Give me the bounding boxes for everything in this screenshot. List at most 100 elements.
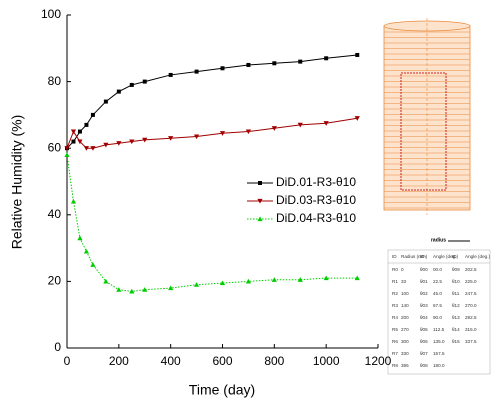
marker: [245, 129, 252, 135]
table-cell: θ14: [452, 327, 460, 332]
y-tick-label: 80: [48, 74, 62, 88]
table-cell: R3: [392, 303, 398, 308]
marker: [84, 122, 89, 127]
table-cell: R7: [392, 351, 398, 356]
x-tick-label: 400: [161, 354, 181, 368]
marker: [323, 121, 329, 126]
table-header: Radius (mm): [401, 254, 428, 259]
table-cell: θ11: [452, 291, 460, 296]
table-cell: θ12: [452, 303, 460, 308]
table-cell: 270: [401, 327, 409, 332]
y-tick-label: 60: [48, 140, 62, 154]
marker: [193, 134, 200, 140]
series-line: [66, 117, 358, 149]
cylinder-diagram: [383, 18, 471, 215]
x-axis-title: Time (day): [189, 382, 255, 398]
marker: [324, 56, 329, 61]
table-cell: 00.0: [433, 267, 442, 272]
marker: [103, 99, 108, 104]
marker: [129, 139, 135, 145]
series-line: [66, 154, 358, 292]
marker: [297, 277, 303, 282]
radius-label: radius: [431, 237, 446, 243]
x-tick-label: 1000: [313, 354, 340, 368]
table-cell: 300: [401, 339, 409, 344]
table-cell: 315.0: [465, 327, 477, 332]
marker: [71, 139, 76, 144]
y-tick-label: 40: [48, 207, 62, 221]
y-tick-label: 20: [48, 274, 62, 288]
marker: [194, 69, 199, 74]
table-cell: R1: [392, 279, 398, 284]
table-cell: 202.5: [465, 267, 477, 272]
marker: [258, 181, 262, 185]
table-cell: 33: [401, 279, 407, 284]
marker: [272, 61, 277, 66]
table-cell: 112.5: [433, 327, 445, 332]
table-cell: θ10: [452, 279, 460, 284]
marker: [90, 262, 96, 267]
table-header: Angle (deg.): [433, 254, 458, 259]
table-cell: θ07: [420, 351, 428, 356]
y-axis-title: Relative Humidity (%): [9, 115, 25, 250]
table-cell: 292.5: [465, 315, 477, 320]
table-cell: 100: [401, 291, 409, 296]
table-cell: 247.5: [465, 291, 477, 296]
y-tick-label: 100: [41, 7, 61, 21]
marker: [246, 62, 251, 67]
marker: [168, 285, 174, 291]
x-tick-label: 800: [264, 354, 284, 368]
table-cell: 330: [401, 351, 409, 356]
x-tick-label: 600: [212, 354, 232, 368]
table-cell: 45.0: [433, 291, 442, 296]
table-frame: [387, 249, 491, 375]
table-cell: 395: [401, 363, 409, 368]
marker: [103, 142, 109, 148]
table-cell: R5: [392, 327, 398, 332]
marker: [77, 235, 83, 241]
table-cell: 22.5: [433, 279, 442, 284]
marker: [245, 278, 252, 284]
table-header: ID: [420, 254, 425, 259]
marker: [142, 79, 147, 84]
marker: [297, 122, 303, 128]
x-tick-label: 0: [64, 354, 71, 368]
table-cell: 90.0: [433, 315, 442, 320]
table-cell: θ01: [420, 279, 428, 284]
marker: [90, 112, 95, 117]
table-cell: θ05: [420, 327, 428, 332]
x-tick-label: 1200: [365, 354, 392, 368]
marker: [77, 139, 83, 145]
marker: [116, 141, 122, 146]
table-cell: 135.0: [433, 339, 445, 344]
marker: [298, 59, 303, 64]
marker: [168, 136, 174, 141]
table-cell: R4: [392, 315, 398, 320]
table-header: Angle (deg.): [465, 254, 490, 259]
table-cell: θ13: [452, 315, 460, 320]
table-cell: θ04: [420, 315, 428, 320]
table-cell: 200: [401, 315, 409, 320]
table-cell: 225.0: [465, 279, 477, 284]
table-cell: θ03: [420, 303, 428, 308]
marker: [116, 287, 122, 292]
table-cell: 157.5: [433, 351, 445, 356]
marker: [355, 52, 360, 57]
marker: [90, 146, 96, 151]
table-cell: R6: [392, 339, 398, 344]
table-cell: R8: [392, 363, 398, 368]
marker: [64, 146, 70, 151]
legend-label: DiD.04-R3-θ10: [276, 211, 356, 225]
marker: [271, 277, 277, 282]
marker: [70, 198, 77, 204]
table-cell: θ15: [452, 339, 460, 344]
marker: [129, 288, 135, 294]
marker: [323, 275, 329, 281]
y-tick-label: 0: [54, 340, 61, 354]
marker: [271, 126, 277, 131]
marker: [77, 129, 82, 134]
table-header: ID: [392, 254, 397, 259]
marker: [354, 116, 360, 121]
marker: [168, 72, 173, 77]
